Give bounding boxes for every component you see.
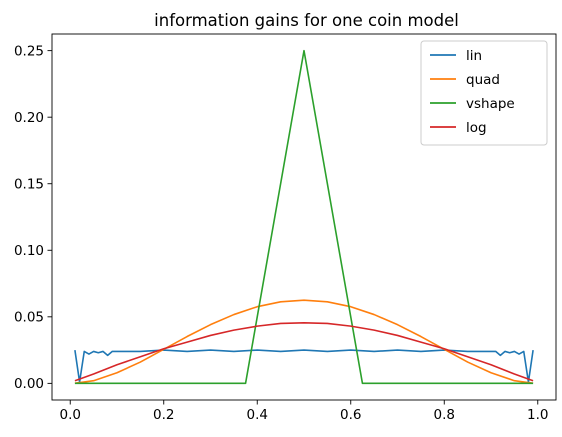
legend-box bbox=[420, 40, 548, 146]
x-tick-label: 0.8 bbox=[434, 407, 455, 423]
axes-layer: 0.0 0.2 0.4 0.6 0.8 1.0 0.00 0.05 0.10 0.15 0.20 0.… bbox=[14, 33, 557, 423]
series-layer bbox=[74, 49, 534, 385]
series-line-log bbox=[74, 322, 534, 382]
x-tick-label: 1.0 bbox=[527, 407, 548, 423]
y-tick-label: 0.00 bbox=[14, 376, 44, 392]
y-tick-label: 0.15 bbox=[14, 177, 44, 193]
series-line-vshape bbox=[74, 49, 534, 385]
plot-frame bbox=[51, 33, 557, 401]
legend-label-log: log bbox=[466, 120, 487, 136]
legend: lin quad vshape log bbox=[420, 40, 548, 146]
x-tick-label: 0.2 bbox=[153, 407, 174, 423]
x-tick-label: 0.4 bbox=[247, 407, 268, 423]
x-tick-label: 0.6 bbox=[340, 407, 361, 423]
series-line-quad bbox=[74, 299, 534, 385]
chart-title: information gains for one coin model bbox=[154, 11, 459, 30]
y-tick-label: 0.10 bbox=[14, 243, 44, 259]
y-tick-label: 0.20 bbox=[14, 110, 44, 126]
series-line-lin bbox=[74, 349, 534, 383]
y-tick-label: 0.25 bbox=[14, 43, 44, 59]
legend-label-lin: lin bbox=[466, 48, 482, 64]
legend-label-vshape: vshape bbox=[466, 96, 515, 112]
y-tick-label: 0.05 bbox=[14, 310, 44, 326]
x-tick-label: 0.0 bbox=[59, 407, 80, 423]
legend-label-quad: quad bbox=[466, 72, 500, 88]
